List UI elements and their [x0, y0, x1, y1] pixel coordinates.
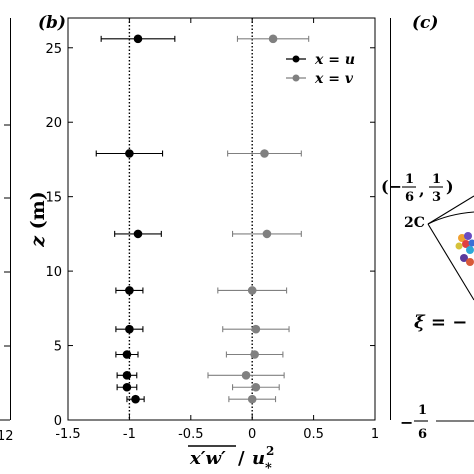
data-point — [247, 394, 257, 404]
data-point — [125, 324, 134, 334]
panel-c: (c) (− 1 6 , 1 3 ) 2C ξ = — [381, 13, 474, 442]
x-axis-label: x′w′ / u 2 * — [188, 444, 274, 474]
panel-b-label: (b) — [38, 13, 66, 33]
data-point — [122, 371, 132, 380]
svg-text:3: 3 — [432, 190, 441, 205]
plot-area: -1.5 -1 -0.5 0 0.5 1 0 5 10 15 20 25 — [45, 17, 379, 442]
y-tick-label: 0 — [54, 414, 62, 429]
y-axis-ticks: 0 5 10 15 20 25 — [45, 42, 375, 429]
two-component-point-coord: (− 1 6 , 1 3 ) — [381, 172, 454, 205]
legend: x = u x = v — [286, 52, 355, 87]
svg-text:): ) — [446, 177, 454, 196]
panel-a-xtick: 12 — [0, 429, 14, 444]
legend-entry-u: x = u — [286, 52, 355, 68]
x-tick-label: 1 — [371, 427, 379, 442]
reference-lines — [128, 18, 253, 420]
x-tick-label: -0.5 — [178, 427, 203, 442]
data-point — [260, 149, 269, 158]
svg-text:6: 6 — [405, 190, 414, 205]
svg-text:1: 1 — [418, 403, 427, 418]
x-axis-ticks: -1.5 -1 -0.5 0 0.5 1 — [55, 18, 379, 442]
data-point — [251, 324, 261, 334]
data-point — [122, 350, 132, 359]
data-point — [133, 229, 143, 239]
data-point — [133, 34, 143, 44]
panel-b: (b) -1.5 -1 -0.5 0 0.5 1 0 5 10 15 20 25 x = u x =… — [27, 13, 379, 474]
data-point — [122, 382, 132, 392]
data-point — [250, 350, 259, 359]
data-point — [125, 149, 134, 158]
series-u — [95, 34, 176, 404]
plot-frame — [67, 17, 376, 421]
svg-text:6: 6 — [418, 427, 427, 442]
svg-text:2: 2 — [266, 444, 274, 458]
data-point — [251, 382, 261, 392]
svg-text:−: − — [400, 413, 413, 432]
data-point — [247, 286, 257, 295]
panel-c-label: (c) — [412, 13, 438, 33]
xi-minus-one-sixth: − 1 6 — [400, 403, 474, 442]
svg-text:u: u — [252, 448, 265, 469]
x-tick-label: -1.5 — [55, 427, 80, 442]
svg-text:*: * — [265, 461, 272, 474]
series-v — [207, 34, 310, 404]
svg-text:z (m): z (m) — [27, 191, 49, 248]
legend-label-u: x = u — [314, 52, 355, 68]
data-point — [241, 371, 251, 380]
x-tick-label: 0.5 — [303, 427, 324, 442]
svg-text:(−: (− — [381, 177, 402, 196]
y-tick-label: 5 — [54, 340, 62, 355]
legend-label-v: x = v — [314, 71, 354, 87]
data-point — [125, 286, 134, 295]
legend-entry-v: x = v — [286, 71, 354, 87]
xi-label: ξ = − — [414, 312, 467, 333]
two-component-label: 2C — [404, 215, 425, 231]
svg-text:1: 1 — [432, 172, 441, 187]
panel-a-edge: 12 — [0, 18, 14, 444]
data-point — [268, 34, 278, 44]
svg-text:,: , — [419, 180, 425, 199]
data-series — [95, 34, 310, 404]
y-tick-label: 25 — [45, 42, 62, 57]
svg-text:/: / — [238, 448, 245, 469]
y-tick-label: 20 — [45, 116, 62, 131]
x-tick-label: 0 — [248, 427, 256, 442]
x-tick-label: -1 — [123, 427, 136, 442]
lumley-sector — [427, 195, 474, 301]
data-point — [262, 229, 272, 239]
data-point — [131, 394, 140, 404]
legend-marker-u — [292, 55, 300, 63]
svg-text:x′w′: x′w′ — [189, 448, 226, 469]
y-axis-label: z (m) — [27, 191, 49, 248]
legend-marker-v — [292, 74, 300, 82]
y-tick-label: 10 — [45, 265, 62, 280]
svg-text:1: 1 — [405, 172, 414, 187]
y-tick-label: 15 — [45, 191, 62, 206]
